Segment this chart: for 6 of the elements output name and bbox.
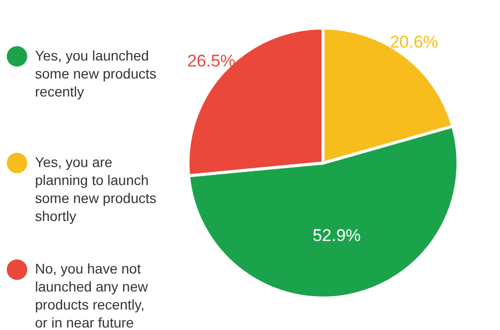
legend-label: No, you have not launched any new products recently, or in near future <box>35 260 149 330</box>
data-label: 52.9% <box>312 226 361 245</box>
legend-label: Yes, you launched some new products recently <box>35 47 156 100</box>
legend-label: Yes, you are planning to launch some new products shortly <box>35 154 156 224</box>
data-label: 26.5% <box>187 51 236 70</box>
data-label: 20.6% <box>390 32 438 52</box>
